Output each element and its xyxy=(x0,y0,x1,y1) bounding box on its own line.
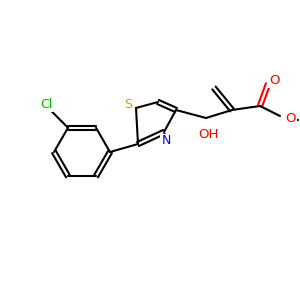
Text: N: N xyxy=(161,134,171,148)
Text: OH: OH xyxy=(198,128,218,140)
Text: O: O xyxy=(285,112,296,124)
Text: Cl: Cl xyxy=(40,98,52,111)
Text: S: S xyxy=(124,98,132,110)
Text: O: O xyxy=(269,74,279,86)
